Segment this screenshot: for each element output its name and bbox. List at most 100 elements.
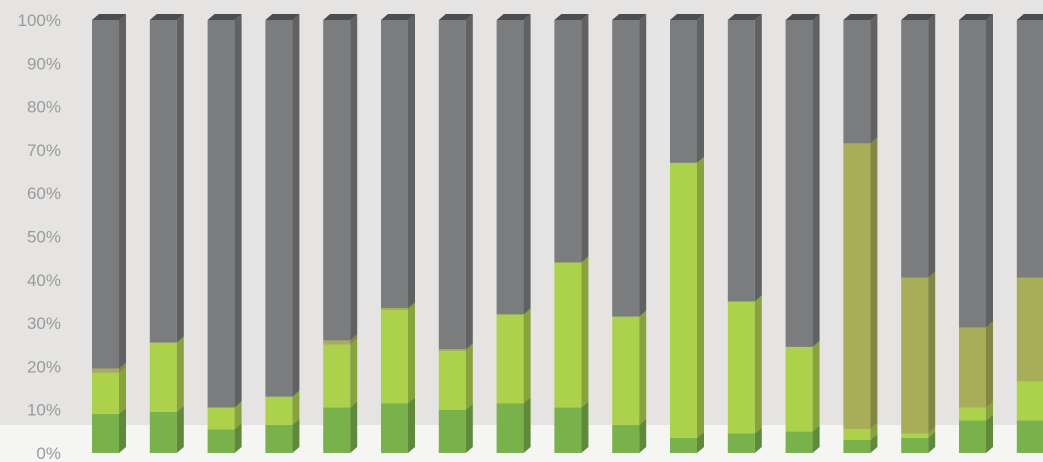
y-tick-label: 80% (27, 98, 61, 117)
y-tick-label: 90% (27, 54, 61, 73)
bar-top-face (901, 14, 936, 20)
bar-segment-side (350, 14, 358, 341)
bar-segment-side (523, 397, 531, 453)
bar-segment-dark-green (670, 437, 697, 453)
bar-segment-side (234, 423, 242, 453)
bar-top-face (438, 14, 473, 20)
bar-segment-side (870, 434, 878, 453)
bar-segment-dark-green (496, 403, 524, 453)
bar-segment-gray (612, 20, 640, 317)
bar-column (727, 14, 762, 453)
bar-segment-side (350, 401, 358, 453)
bar-segment-side (292, 14, 300, 397)
bar-segment-gray (554, 20, 582, 263)
bar-top-face (785, 14, 820, 20)
bar-segment-side (408, 301, 415, 311)
bar-top-face (612, 14, 647, 20)
bar-segment-lime-green (92, 372, 119, 415)
bar-top-face (843, 14, 878, 20)
bar-segment-dark-green (381, 403, 408, 453)
bar-segment-dark-green (323, 407, 351, 453)
bar-segment-side (870, 423, 878, 441)
bar-segment-dark-green (207, 429, 235, 453)
bar-segment-lime-green (670, 162, 697, 438)
bar-column (323, 14, 358, 453)
bar-segment-side (754, 14, 762, 302)
bar-segment-side (812, 14, 820, 347)
bar-column (149, 14, 184, 453)
bar-segment-side (176, 336, 184, 412)
bar-segment-gray (1016, 20, 1043, 278)
bar-column (92, 14, 126, 453)
bar-segment-side (986, 401, 993, 421)
bar-segment-gray (265, 20, 293, 397)
bar-segment-dark-green (149, 411, 177, 453)
bar-segment-side (928, 427, 936, 438)
bar-segment-lime-green (496, 314, 524, 404)
bar-segment-lime-green (381, 310, 408, 404)
bar-segment-gray (785, 20, 813, 347)
bar-top-face (670, 14, 704, 20)
y-axis: 0% 10% 20% 30% 40% 50% 60% 70% 80% 90% 100% (18, 11, 61, 462)
bar-segment-side (408, 397, 415, 453)
bar-top-face (207, 14, 242, 20)
bar-segment-side (523, 14, 531, 315)
bar-segment-dark-green (843, 440, 871, 453)
bar-segment-side (176, 405, 184, 453)
bar-segment-olive (92, 368, 119, 373)
bar-segment-gray (843, 20, 871, 144)
bar-column (670, 14, 704, 453)
bar-segment-lime-green (901, 433, 929, 438)
bar-segment-gray (149, 20, 177, 343)
bar-segment-dark-green (612, 424, 640, 453)
bar-segment-side (986, 414, 993, 453)
bar-segment-gray (496, 20, 524, 315)
bar-segment-lime-green (612, 316, 640, 425)
y-tick-label: 70% (27, 141, 61, 160)
bar-column (554, 14, 589, 453)
bar-segment-side (119, 366, 126, 415)
bar-segment-gray (381, 20, 408, 308)
bar-segment-lime-green (149, 342, 177, 412)
bar-segment-olive (323, 340, 351, 345)
y-tick-label: 40% (27, 271, 61, 290)
y-tick-label: 100% (18, 11, 61, 30)
bar-segment-side (465, 403, 473, 453)
bar-segment-gray (727, 20, 755, 302)
bar-segment-olive (843, 143, 871, 430)
bar-top-face (1016, 14, 1043, 20)
bar-segment-side (754, 427, 762, 453)
bar-top-face (496, 14, 531, 20)
bar-segment-dark-green (785, 431, 813, 453)
bar-column (959, 14, 993, 453)
bar-segment-side (523, 308, 531, 404)
bar-top-face (727, 14, 762, 20)
bar-segment-side (119, 408, 126, 453)
bar-top-face (92, 14, 126, 20)
bar-segment-olive (901, 277, 929, 434)
bar-segment-dark-green (92, 414, 119, 453)
bar-segment-side (465, 14, 473, 350)
bar-segment-dark-green (1016, 420, 1043, 453)
bar-segment-side (350, 334, 358, 345)
bar-segment-olive (1016, 277, 1043, 382)
bar-segment-gray (323, 20, 351, 341)
bar-segment-side (697, 431, 704, 453)
bar-segment-side (119, 362, 126, 373)
bar-segment-side (639, 310, 647, 425)
bars (92, 14, 1043, 453)
bar-segment-side (928, 271, 936, 434)
bar-top-face (265, 14, 300, 20)
bar-top-face (323, 14, 358, 20)
bar-column (207, 14, 242, 453)
bar-segment-gray (92, 20, 119, 369)
bar-segment-dark-green (438, 409, 466, 453)
bar-segment-lime-green (265, 396, 293, 425)
bar-segment-side (928, 431, 936, 453)
bar-segment-side (119, 14, 126, 369)
bar-column (381, 14, 415, 453)
bar-segment-dark-green (959, 420, 986, 453)
bar-segment-dark-green (727, 433, 755, 453)
